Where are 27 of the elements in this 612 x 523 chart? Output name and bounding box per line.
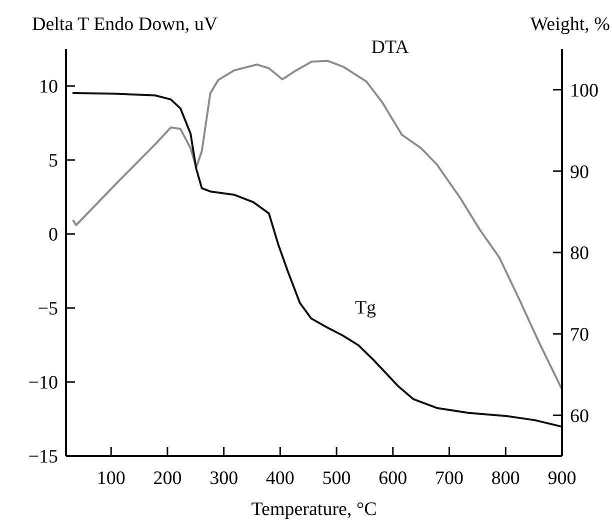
line-series (72, 60, 563, 390)
y-tick-label: 10 (39, 76, 58, 98)
y2-tick-label: 60 (570, 406, 589, 427)
x-tick-label: 400 (266, 468, 294, 489)
x-tick-label: 700 (435, 468, 464, 489)
x-tick-label: 200 (153, 468, 182, 489)
y-tick-label: −15 (28, 446, 58, 468)
y2-axis-title: Weight, % (530, 14, 610, 35)
y2-tick-label: 70 (570, 324, 589, 346)
y-tick-label: 5 (48, 150, 58, 172)
y-tick-label: −10 (28, 372, 58, 394)
y-tick-label: 0 (48, 224, 58, 246)
x-tick-label: 100 (96, 468, 126, 489)
y2-tick-label: 80 (570, 243, 589, 264)
line-series (72, 92, 563, 428)
y-tick-label: −5 (38, 298, 58, 320)
series-label: Tg (354, 297, 377, 318)
y2-tick-label: 90 (570, 162, 589, 183)
x-tick-label: 800 (491, 468, 520, 489)
x-tick-label: 600 (378, 468, 408, 489)
x-tick-label: 500 (322, 468, 351, 489)
x-tick-label: 300 (210, 468, 238, 489)
x-axis-title: Temperature, °C (251, 499, 377, 520)
y-axis-title: Delta T Endo Down, uV (32, 14, 218, 35)
x-tick-label: 900 (548, 468, 576, 489)
y2-tick-label: 100 (570, 80, 598, 102)
series-label: DTA (371, 36, 410, 58)
